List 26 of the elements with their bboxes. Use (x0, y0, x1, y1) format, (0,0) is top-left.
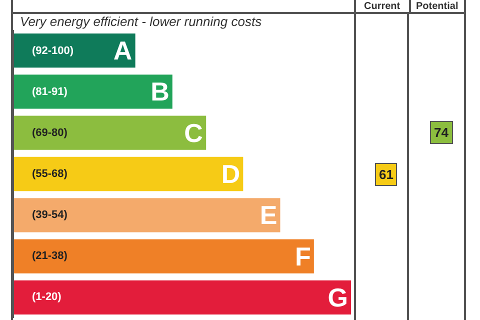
y-tick-label: F (295, 241, 311, 272)
text: Potential (416, 1, 458, 12)
annotation: (55-68) (32, 168, 68, 180)
bar (14, 116, 206, 150)
bar (14, 280, 351, 314)
y-tick-label: A (113, 36, 132, 66)
y-tick-label: C (184, 118, 204, 148)
y-tick-label: E (260, 200, 278, 230)
annotation: (1-20) (32, 291, 62, 303)
bar (14, 74, 172, 109)
annotation: (81-91) (32, 86, 68, 98)
annotation: (21-38) (32, 250, 68, 262)
annotation: (92-100) (32, 45, 74, 57)
text: 61 (379, 167, 394, 182)
y-tick-label: G (328, 282, 348, 312)
bar (14, 198, 280, 232)
annotation: (69-80) (32, 127, 68, 139)
bar (14, 34, 136, 68)
chart-title: Very energy efficient - lower running costs (20, 14, 262, 29)
text: 74 (434, 125, 450, 140)
text: Current (364, 1, 401, 12)
bar (14, 239, 314, 274)
y-tick-label: B (150, 76, 170, 107)
bar (14, 156, 244, 192)
annotation: (39-54) (32, 209, 68, 221)
y-tick-label: D (221, 159, 240, 189)
